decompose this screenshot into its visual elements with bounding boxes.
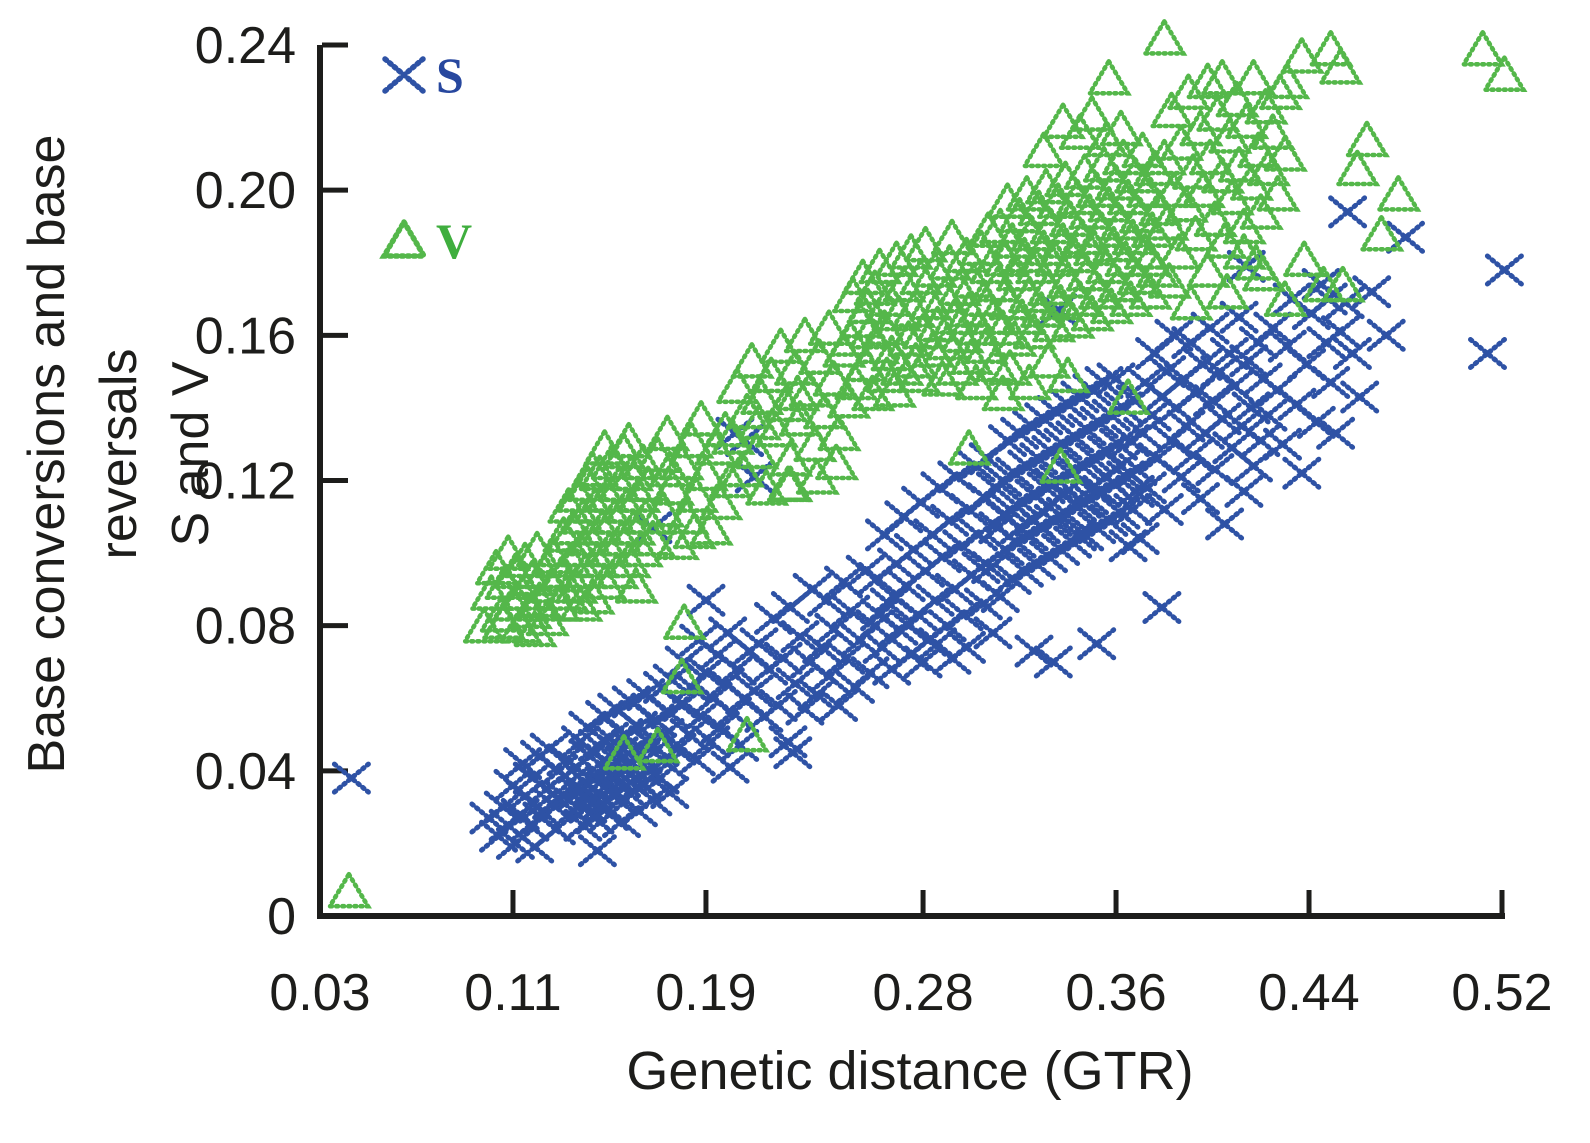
y-tick-label: 0.24: [195, 17, 296, 75]
scatter-point-s: [679, 746, 713, 774]
scatter-point-s: [1319, 419, 1353, 447]
y-tick-label: 0.16: [195, 307, 296, 365]
y-axis-title-line1: Base conversions and base reversals: [18, 134, 148, 774]
y-tick-label: 0.12: [195, 453, 296, 511]
scatter-point-s: [1471, 340, 1505, 368]
scatter-point-s: [1017, 637, 1051, 665]
scatter-point-v: [1312, 32, 1350, 64]
scatter-point-v: [665, 606, 703, 638]
scatter-point-s: [1087, 369, 1121, 397]
scatter-point-s: [1227, 477, 1261, 505]
scatter-point-s: [689, 586, 723, 614]
x-tick-label: 0.11: [464, 964, 561, 1022]
legend-s-label: S: [436, 47, 464, 103]
scatter-point-v: [330, 874, 368, 906]
scatter-point-s: [925, 543, 959, 571]
scatter-point-v: [1348, 123, 1386, 155]
x-tick-label: 0.44: [1258, 964, 1359, 1022]
scatter-point-s: [1184, 485, 1218, 513]
scatter-point-s: [1256, 314, 1290, 342]
legend-v-label: V: [436, 213, 473, 269]
legend-v-marker: [379, 216, 429, 259]
scatter-point-s: [1369, 321, 1403, 349]
scatter-point-v: [1090, 61, 1128, 93]
scatter-point-s: [1487, 256, 1521, 284]
scatter-point-s: [742, 630, 776, 658]
triangle-marker-icon: [379, 216, 429, 259]
scatter-point-s: [1331, 198, 1365, 226]
scatter-point-s: [334, 764, 368, 792]
x-tick-label: 0.36: [1065, 964, 1166, 1022]
legend-item-v: V: [376, 212, 472, 270]
legend-item-s: S: [376, 46, 464, 104]
scatter-point-s: [1123, 525, 1157, 553]
y-tick-label: 0.20: [195, 162, 296, 220]
scatter-point-s: [713, 753, 747, 781]
scatter-point-s: [1299, 408, 1333, 436]
scatter-point-v: [1145, 21, 1183, 53]
y-axis-title: Base conversions and base reversals S an…: [11, 24, 220, 884]
scatter-point-s: [788, 695, 822, 723]
scatter-point-s: [1208, 510, 1242, 538]
x-tick-label: 0.28: [872, 964, 973, 1022]
scatter-point-s: [1285, 459, 1319, 487]
scatter-point-s: [1266, 430, 1300, 458]
legend-s-marker: [382, 56, 426, 94]
scatter-point-s: [1145, 594, 1179, 622]
axes-group: 0.03 0.11 0.19 0.28 0.36 0.44 0.52 0 0.04 0.08 0.1…: [195, 17, 1553, 1022]
scatter-point-s: [723, 731, 757, 759]
y-tick-label: 0: [267, 888, 296, 946]
scatter-point-v: [1321, 50, 1359, 82]
scatter-point-s: [1036, 648, 1070, 676]
x-axis-title: Genetic distance (GTR): [626, 1041, 1194, 1101]
x-tick-label: 0.03: [269, 964, 370, 1022]
y-axis-title-line2: S and V: [162, 361, 220, 547]
scatter-point-v: [1379, 177, 1417, 209]
y-tick-label: 0.08: [195, 598, 296, 656]
scatter-point-v: [1464, 32, 1502, 64]
x-marker-icon: [382, 56, 426, 94]
scatter-point-s: [1080, 630, 1114, 658]
x-tick-label: 0.19: [655, 964, 756, 1022]
x-tick-label: 0.52: [1451, 964, 1552, 1022]
scatter-point-s: [580, 837, 614, 865]
y-tick-label: 0.04: [195, 743, 296, 801]
